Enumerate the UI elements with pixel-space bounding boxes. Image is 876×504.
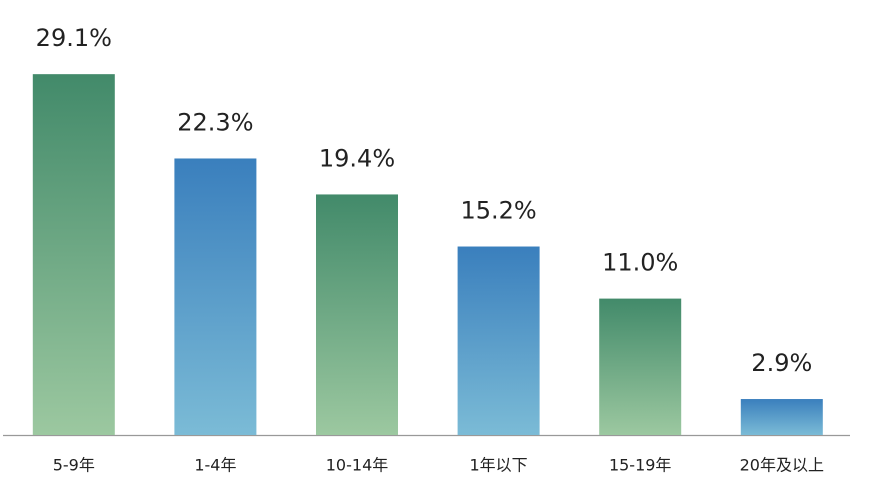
value-label: 2.9%: [751, 349, 812, 377]
value-label: 19.4%: [319, 144, 395, 172]
value-label: 15.2%: [460, 197, 536, 225]
value-label: 11.0%: [602, 249, 678, 277]
x-tick-label: 10-14年: [326, 456, 389, 475]
bar: [599, 298, 682, 435]
bar: [32, 74, 115, 435]
x-tick-label: 1-4年: [194, 456, 236, 475]
value-label: 29.1%: [36, 24, 112, 52]
value-label: 22.3%: [177, 108, 253, 136]
bar: [457, 246, 540, 435]
bar: [174, 158, 257, 436]
bar: [740, 399, 823, 435]
x-tick-label: 1年以下: [470, 456, 528, 475]
x-tick-label: 5-9年: [53, 456, 95, 475]
bar: [316, 194, 398, 435]
x-tick-label: 15-19年: [609, 456, 672, 475]
x-tick-label: 20年及以上: [740, 456, 824, 475]
